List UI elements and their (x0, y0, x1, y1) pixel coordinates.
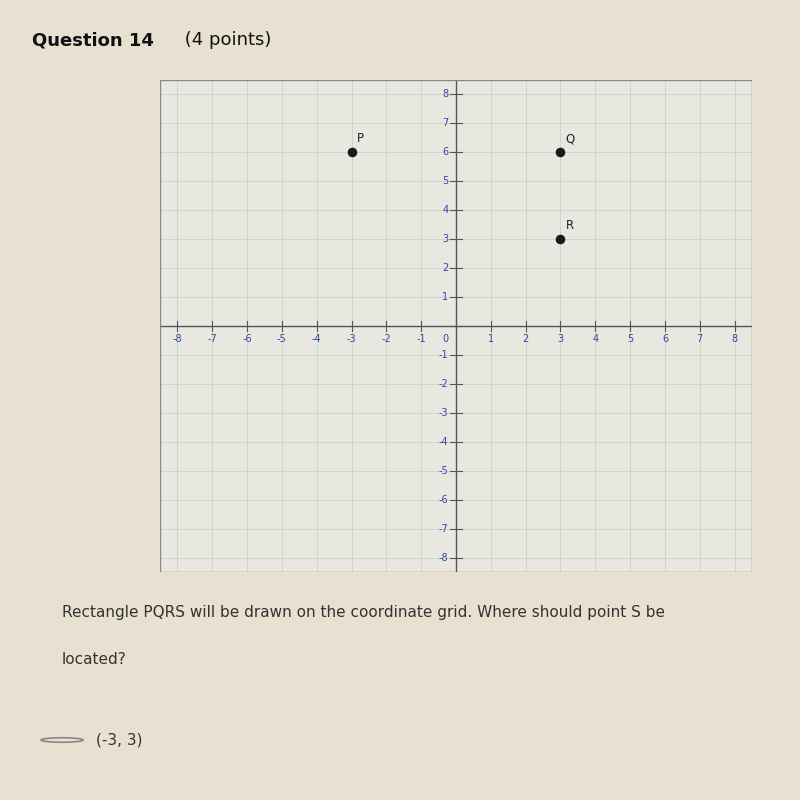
Text: 4: 4 (442, 206, 448, 215)
Text: -1: -1 (416, 334, 426, 344)
Text: -2: -2 (438, 379, 448, 389)
Text: -7: -7 (207, 334, 217, 344)
Text: Question 14: Question 14 (32, 31, 154, 49)
Text: -6: -6 (242, 334, 252, 344)
Text: 5: 5 (442, 176, 448, 186)
Text: P: P (357, 132, 364, 145)
Text: Q: Q (566, 132, 575, 145)
Text: 2: 2 (522, 334, 529, 344)
Text: 6: 6 (662, 334, 668, 344)
Text: -8: -8 (438, 553, 448, 562)
Text: 7: 7 (697, 334, 703, 344)
Text: 2: 2 (442, 263, 448, 273)
Text: (4 points): (4 points) (178, 31, 271, 49)
Text: Rectangle PQRS will be drawn on the coordinate grid. Where should point S be: Rectangle PQRS will be drawn on the coor… (62, 605, 665, 620)
Text: -4: -4 (438, 437, 448, 446)
Text: -7: -7 (438, 523, 448, 534)
Point (345, 146, 358, 158)
Text: -4: -4 (312, 334, 322, 344)
Text: -1: -1 (438, 350, 448, 360)
Text: 1: 1 (442, 292, 448, 302)
Text: 1: 1 (488, 334, 494, 344)
Text: 0: 0 (442, 334, 448, 344)
Point (554, 146, 567, 158)
Text: -3: -3 (346, 334, 356, 344)
Text: 5: 5 (627, 334, 634, 344)
Text: -8: -8 (173, 334, 182, 344)
Text: 6: 6 (442, 147, 448, 158)
Text: 3: 3 (442, 234, 448, 244)
Text: -6: -6 (438, 494, 448, 505)
Text: 7: 7 (442, 118, 448, 129)
Point (554, 233, 567, 246)
Text: -5: -5 (277, 334, 286, 344)
Text: 8: 8 (442, 90, 448, 99)
Text: R: R (566, 219, 574, 232)
Text: 3: 3 (558, 334, 563, 344)
Text: located?: located? (62, 651, 127, 666)
Text: 8: 8 (731, 334, 738, 344)
Text: -2: -2 (382, 334, 391, 344)
Text: -5: -5 (438, 466, 448, 476)
Text: 4: 4 (592, 334, 598, 344)
Text: (-3, 3): (-3, 3) (96, 733, 142, 747)
Text: -3: -3 (438, 408, 448, 418)
